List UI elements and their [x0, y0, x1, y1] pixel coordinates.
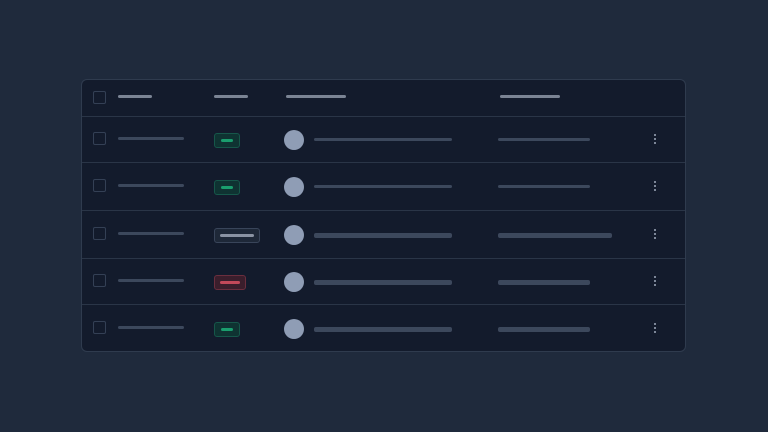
table-row[interactable]	[82, 116, 685, 163]
detail-placeholder	[498, 233, 612, 238]
more-options-icon[interactable]	[654, 134, 657, 146]
status-badge	[214, 275, 246, 290]
row-checkbox[interactable]	[93, 274, 106, 287]
header-placeholder	[214, 95, 248, 98]
row-checkbox[interactable]	[93, 227, 106, 240]
avatar	[284, 130, 304, 150]
more-options-icon[interactable]	[654, 229, 657, 241]
status-badge	[214, 180, 240, 195]
detail-placeholder	[498, 185, 590, 188]
more-options-icon[interactable]	[654, 181, 657, 193]
more-options-icon[interactable]	[654, 276, 657, 288]
name-placeholder	[314, 233, 452, 238]
id-placeholder	[118, 184, 184, 187]
status-badge	[214, 133, 240, 148]
header-placeholder	[286, 95, 346, 98]
status-badge	[214, 322, 240, 337]
avatar	[284, 177, 304, 197]
detail-placeholder	[498, 327, 590, 332]
table-row[interactable]	[82, 162, 685, 211]
name-placeholder	[314, 327, 452, 332]
avatar	[284, 319, 304, 339]
detail-placeholder	[498, 138, 590, 141]
select-all-checkbox[interactable]	[93, 91, 106, 104]
more-options-icon[interactable]	[654, 323, 657, 335]
avatar	[284, 225, 304, 245]
table-header	[82, 80, 685, 116]
detail-placeholder	[498, 280, 590, 285]
row-checkbox[interactable]	[93, 179, 106, 192]
header-placeholder	[500, 95, 560, 98]
name-placeholder	[314, 280, 452, 285]
name-placeholder	[314, 138, 452, 141]
avatar	[284, 272, 304, 292]
table-row[interactable]	[82, 258, 685, 305]
table-row[interactable]	[82, 304, 685, 351]
table-row[interactable]	[82, 210, 685, 259]
id-placeholder	[118, 232, 184, 235]
status-badge	[214, 228, 260, 243]
id-placeholder	[118, 326, 184, 329]
id-placeholder	[118, 279, 184, 282]
header-placeholder	[118, 95, 152, 98]
id-placeholder	[118, 137, 184, 140]
row-checkbox[interactable]	[93, 132, 106, 145]
row-checkbox[interactable]	[93, 321, 106, 334]
name-placeholder	[314, 185, 452, 188]
skeleton-table	[81, 79, 686, 352]
